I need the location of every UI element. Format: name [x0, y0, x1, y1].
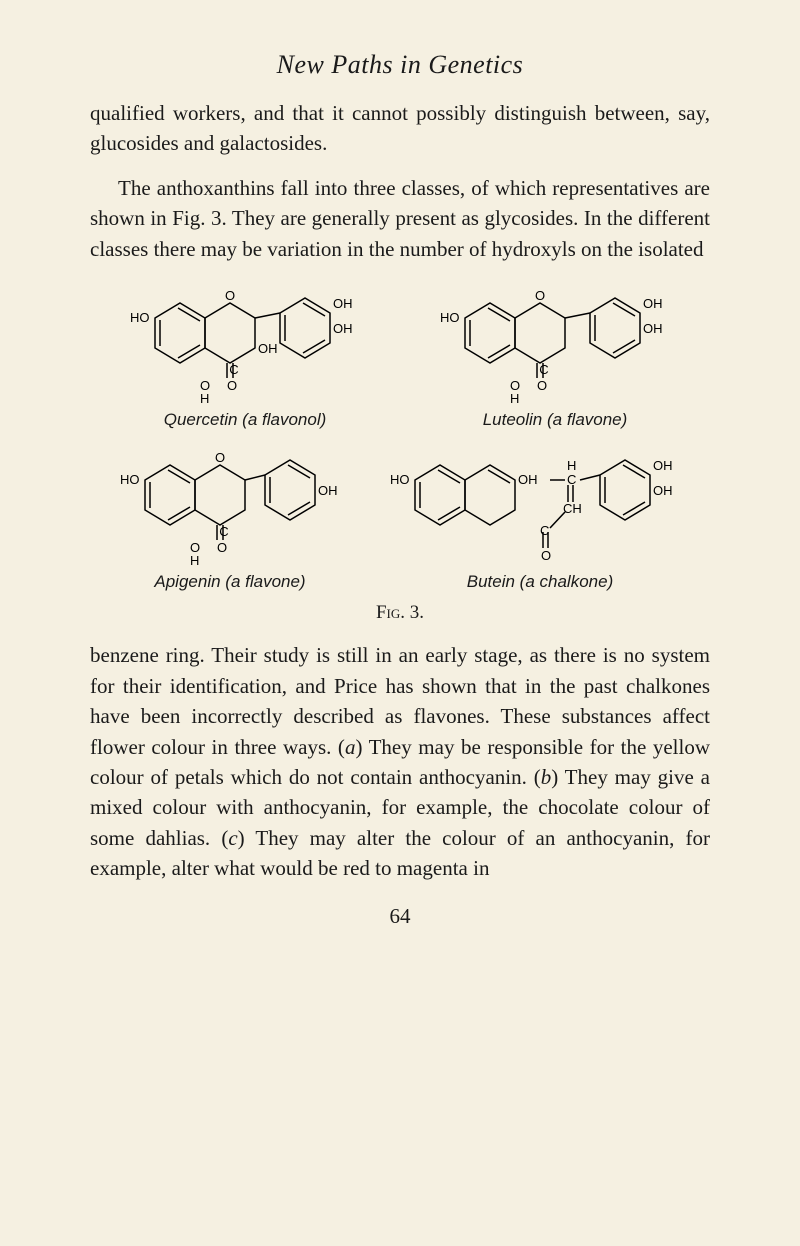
apigenin-label: Apigenin (a flavone)	[105, 572, 355, 592]
structure-butein: HO OH H C OH OH CH C O Butein (a chalkon…	[385, 440, 695, 592]
svg-text:HO: HO	[390, 472, 410, 487]
svg-text:HO: HO	[120, 472, 140, 487]
paragraph-2: The anthoxanthins fall into three classe…	[90, 173, 710, 264]
svg-text:O: O	[217, 540, 227, 555]
figure-3: HO O OH OH OH C O O H Quercetin (a flavo…	[90, 278, 710, 624]
svg-text:OH: OH	[643, 321, 663, 336]
svg-text:HO: HO	[440, 310, 460, 325]
svg-text:OH: OH	[333, 296, 353, 311]
quercetin-label: Quercetin (a flavonol)	[115, 410, 375, 430]
svg-text:C: C	[219, 524, 228, 539]
svg-text:OH: OH	[653, 458, 673, 473]
svg-text:OH: OH	[258, 341, 278, 356]
chapter-title: New Paths in Genetics	[90, 50, 710, 80]
svg-text:OH: OH	[653, 483, 673, 498]
structure-luteolin: HO O OH OH C O O H Luteolin (a flavone)	[425, 278, 685, 430]
svg-text:H: H	[200, 391, 209, 406]
svg-text:O: O	[541, 548, 551, 563]
structure-apigenin: HO O OH C O O H Apigenin (a flavone)	[105, 440, 355, 592]
svg-text:O: O	[225, 288, 235, 303]
svg-text:HO: HO	[130, 310, 150, 325]
paragraph-1: qualified workers, and that it cannot po…	[90, 98, 710, 159]
svg-text:O: O	[537, 378, 547, 393]
svg-text:OH: OH	[318, 483, 338, 498]
luteolin-label: Luteolin (a flavone)	[425, 410, 685, 430]
svg-text:H: H	[510, 391, 519, 406]
svg-text:O: O	[227, 378, 237, 393]
butein-label: Butein (a chalkone)	[385, 572, 695, 592]
svg-text:O: O	[535, 288, 545, 303]
svg-text:OH: OH	[333, 321, 353, 336]
svg-text:OH: OH	[643, 296, 663, 311]
svg-text:OH: OH	[518, 472, 538, 487]
paragraph-3: benzene ring. Their study is still in an…	[90, 640, 710, 884]
svg-text:C: C	[540, 523, 549, 538]
figure-caption: Fig. 3.	[90, 602, 710, 624]
svg-text:C: C	[539, 362, 548, 377]
structure-quercetin: HO O OH OH OH C O O H Quercetin (a flavo…	[115, 278, 375, 430]
page-number: 64	[90, 904, 710, 929]
svg-text:C: C	[229, 362, 238, 377]
svg-text:H: H	[567, 458, 576, 473]
svg-text:CH: CH	[563, 501, 582, 516]
svg-text:O: O	[215, 450, 225, 465]
svg-text:C: C	[567, 472, 576, 487]
svg-text:H: H	[190, 553, 199, 568]
